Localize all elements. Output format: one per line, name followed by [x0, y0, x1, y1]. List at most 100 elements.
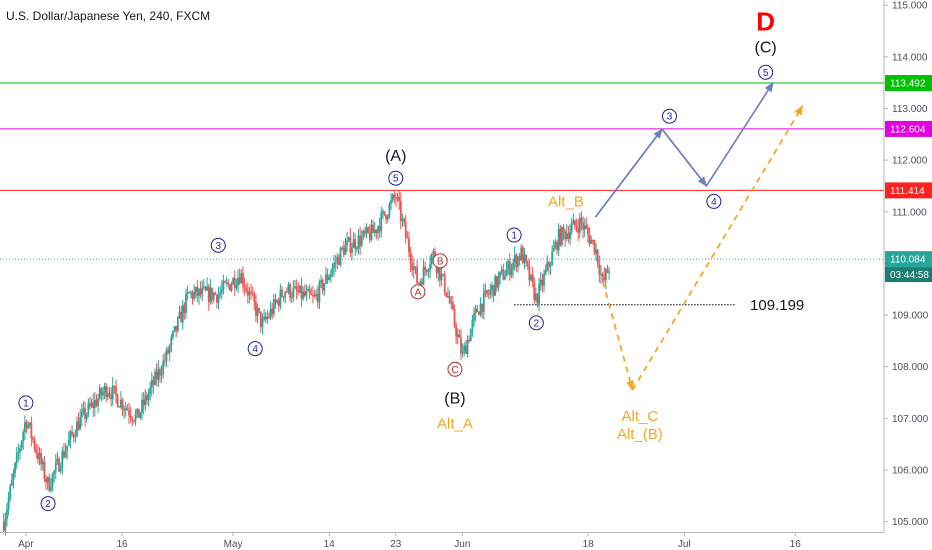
candle-body [274, 299, 277, 303]
y-tick-label: 108.000 [892, 362, 929, 373]
candle-body [443, 274, 446, 293]
time-axis[interactable]: Apr 16 May 14 23 Jun 18 Jul 16 [0, 532, 884, 550]
y-tick-label: 109.000 [892, 311, 929, 322]
candle-body [538, 283, 541, 304]
y-tick-label: 113.000 [892, 104, 928, 115]
countdown-tag [885, 267, 932, 283]
candle-body [40, 452, 43, 465]
candle-body [215, 294, 218, 303]
candle-body [347, 237, 350, 241]
alt-wave-label: Alt_C [622, 408, 659, 425]
candle-body [212, 293, 215, 300]
price-axis[interactable]: 105.000 106.000 107.000 108.000 109.000 110.0… [883, 0, 932, 550]
candle-body [95, 400, 98, 407]
level-tag-label: 113.492 [890, 79, 926, 90]
candle-body [237, 277, 239, 286]
wave-circle [410, 284, 426, 300]
candle-body [69, 431, 72, 440]
candle-body [15, 453, 18, 464]
candle-body [360, 236, 363, 246]
candle-body [224, 281, 226, 283]
candle-body [388, 203, 391, 217]
candle-body [438, 265, 441, 281]
countdown-label: 03:44:58 [890, 270, 929, 281]
candle-body [417, 283, 420, 285]
candle-body [526, 261, 529, 266]
candle-body [464, 345, 467, 355]
candle-body [43, 461, 46, 479]
candle-body [199, 288, 202, 295]
candle-body [51, 473, 54, 488]
candle-body [338, 256, 340, 265]
candle-body [132, 420, 135, 422]
candle-body [315, 294, 318, 297]
candle-body [232, 277, 235, 285]
candle-body [258, 307, 261, 312]
candle-body [585, 225, 588, 229]
wave-circle [528, 315, 544, 331]
candle-body [219, 292, 222, 295]
candle-body [209, 287, 212, 303]
candle-body [294, 286, 296, 288]
candle-body [368, 232, 371, 241]
candle-body [297, 291, 300, 293]
wave-number: 3 [667, 112, 673, 123]
candle-body [451, 302, 454, 309]
candle-body [460, 337, 462, 354]
candle-body [59, 468, 62, 472]
candle-body [206, 286, 209, 291]
candle-body [391, 194, 394, 201]
candle-body [367, 227, 370, 233]
candle-body [471, 319, 474, 330]
candle-body [194, 287, 197, 293]
candle-body [303, 291, 306, 296]
candle-body [575, 225, 578, 228]
wave-number: 1 [511, 231, 517, 242]
candle-body [359, 235, 362, 246]
candle-body [341, 247, 344, 249]
candle-body [63, 451, 65, 458]
candle-body [401, 218, 404, 221]
y-tick-label: 115.000 [892, 1, 928, 12]
wave-number: 2 [534, 318, 540, 329]
candle-body [12, 472, 15, 481]
alt-wave-label: Alt_B [548, 193, 584, 210]
candle-body [342, 248, 345, 255]
candle-body [134, 414, 137, 422]
candle-body [116, 394, 119, 407]
candle-body [230, 284, 233, 291]
candle-body [285, 291, 288, 293]
wave-number: 4 [711, 197, 717, 208]
candle-body [66, 445, 69, 452]
wave-number: 1 [23, 398, 29, 409]
candle-body [238, 277, 241, 284]
candle-body [9, 485, 12, 499]
candle-body [440, 274, 443, 281]
candle-body [131, 418, 134, 421]
wave-circle [18, 395, 34, 411]
candle-body [121, 399, 124, 410]
candle-body [45, 478, 47, 483]
candle-body [102, 392, 104, 396]
projection-blue-segment [661, 128, 708, 187]
candle-body [424, 266, 427, 270]
candle-body [7, 498, 10, 510]
candle-body [569, 231, 571, 239]
wave-circle [758, 64, 774, 80]
candle-body [518, 256, 521, 261]
candle-body [445, 292, 448, 297]
candle-body [565, 233, 568, 240]
candle-body [491, 285, 493, 290]
candle-body [272, 299, 275, 315]
wave-number: C [451, 365, 458, 376]
projection-orange-segment [631, 105, 804, 391]
candle-body [186, 292, 189, 294]
candle-body [604, 269, 607, 281]
x-tick-label: Jun [454, 539, 470, 550]
candle-body [531, 274, 534, 282]
candle-body [118, 406, 121, 408]
candle-body [370, 224, 373, 241]
candle-body [106, 393, 109, 398]
candle-body [448, 296, 451, 303]
